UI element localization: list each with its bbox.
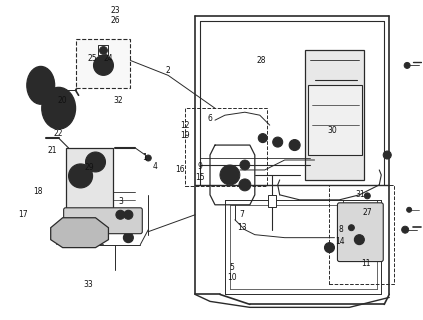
- Bar: [330, 185, 394, 284]
- Circle shape: [124, 210, 133, 219]
- Text: 29: 29: [85, 164, 94, 172]
- Bar: [268, 195, 276, 207]
- Circle shape: [220, 165, 240, 185]
- Bar: [308, 85, 363, 155]
- Text: 23: 23: [110, 6, 120, 15]
- Circle shape: [240, 160, 250, 170]
- Text: 5: 5: [229, 263, 234, 272]
- Text: 31: 31: [356, 190, 365, 199]
- Text: 25: 25: [88, 54, 97, 63]
- Polygon shape: [51, 218, 108, 248]
- Bar: [185, 108, 267, 186]
- Circle shape: [69, 164, 93, 188]
- Circle shape: [258, 134, 267, 143]
- Circle shape: [93, 55, 113, 76]
- Text: 10: 10: [227, 273, 237, 282]
- Text: 3: 3: [118, 197, 123, 206]
- Text: 17: 17: [18, 210, 27, 219]
- Text: 2: 2: [166, 66, 170, 75]
- Text: 18: 18: [33, 188, 42, 196]
- Circle shape: [99, 46, 107, 54]
- Text: 26: 26: [110, 16, 120, 25]
- Text: 14: 14: [335, 237, 345, 246]
- Circle shape: [116, 210, 125, 219]
- Text: 8: 8: [338, 225, 343, 234]
- Circle shape: [364, 193, 370, 199]
- Bar: [305, 51, 364, 180]
- Circle shape: [273, 137, 283, 147]
- Text: 22: 22: [54, 129, 63, 138]
- Circle shape: [292, 143, 297, 148]
- Text: 4: 4: [153, 163, 158, 172]
- Bar: [66, 148, 113, 210]
- Text: 6: 6: [208, 114, 212, 123]
- Text: 33: 33: [84, 280, 93, 289]
- Text: 30: 30: [327, 126, 338, 135]
- FancyBboxPatch shape: [63, 208, 142, 234]
- Text: 20: 20: [58, 96, 67, 105]
- Ellipse shape: [42, 87, 76, 129]
- Text: 1: 1: [142, 153, 147, 162]
- FancyBboxPatch shape: [338, 203, 383, 261]
- Circle shape: [225, 170, 235, 180]
- Text: 27: 27: [363, 208, 372, 217]
- Circle shape: [126, 235, 131, 240]
- Circle shape: [402, 226, 409, 233]
- Text: 28: 28: [256, 56, 266, 65]
- Bar: [76, 38, 130, 88]
- Text: 19: 19: [180, 131, 190, 140]
- Circle shape: [404, 62, 410, 68]
- Text: 12: 12: [180, 121, 190, 130]
- Text: 21: 21: [48, 146, 58, 155]
- Text: 24: 24: [104, 54, 113, 63]
- Text: 7: 7: [239, 210, 244, 219]
- Circle shape: [324, 243, 335, 252]
- Circle shape: [85, 152, 105, 172]
- Text: 32: 32: [114, 96, 123, 105]
- Text: 9: 9: [198, 163, 203, 172]
- Circle shape: [383, 151, 391, 159]
- Text: 16: 16: [175, 165, 185, 174]
- Circle shape: [354, 235, 364, 244]
- Circle shape: [124, 233, 133, 243]
- Text: 11: 11: [362, 259, 371, 268]
- Ellipse shape: [34, 76, 48, 95]
- Circle shape: [239, 179, 251, 191]
- Circle shape: [289, 140, 300, 150]
- Circle shape: [91, 157, 101, 167]
- Circle shape: [349, 225, 354, 231]
- Ellipse shape: [27, 67, 55, 104]
- Ellipse shape: [50, 97, 68, 119]
- Text: 13: 13: [237, 223, 247, 232]
- Circle shape: [407, 207, 412, 212]
- Circle shape: [145, 155, 151, 161]
- Circle shape: [357, 238, 361, 242]
- Circle shape: [74, 170, 87, 182]
- Circle shape: [276, 140, 280, 144]
- Text: 15: 15: [195, 173, 205, 182]
